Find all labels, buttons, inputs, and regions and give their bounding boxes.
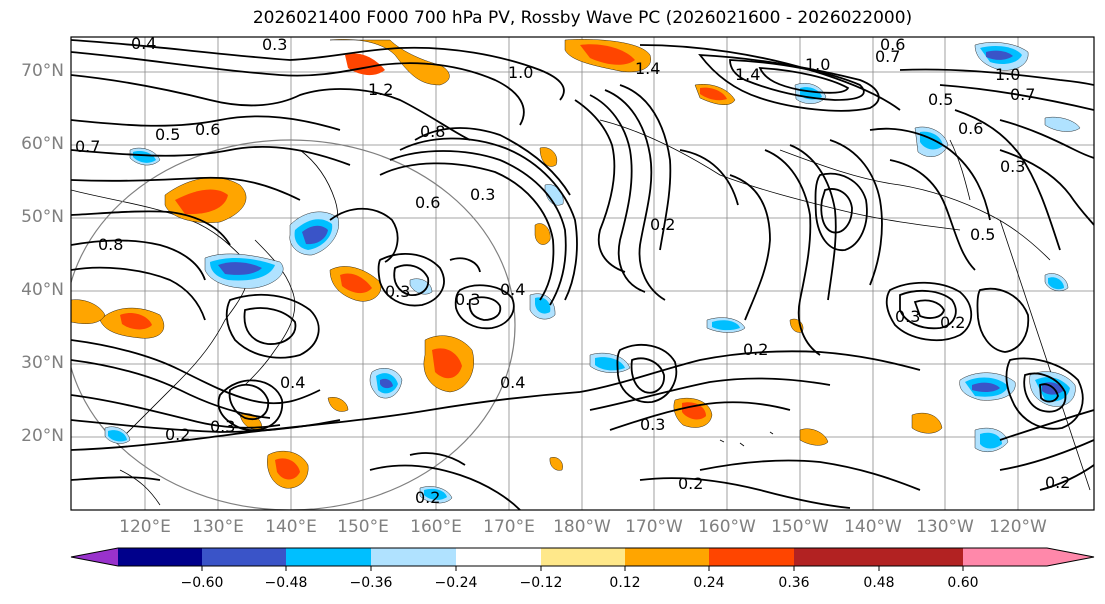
contours: [71, 39, 1094, 510]
lon-label-170w: 170°W: [625, 517, 683, 537]
colorbar-outline: [70, 547, 1095, 567]
colorbar-extend-high: [1047, 548, 1094, 566]
contour-label: 0.2: [678, 474, 703, 493]
colorbar-tick-label: 0.36: [778, 575, 810, 591]
map-title: 2026021400 F000 700 hPa PV, Rossby Wave …: [252, 8, 913, 28]
lon-label-130e: 130°E: [192, 517, 244, 537]
contour-label: 0.5: [970, 225, 995, 244]
colorbar: [70, 547, 1095, 571]
colorbar-tick-label: 0.48: [863, 575, 895, 591]
contour-label: 1.4: [635, 59, 660, 78]
contour-label: 0.2: [743, 340, 768, 359]
lat-label-20n: 20°N: [21, 426, 64, 446]
contour-label: 0.5: [155, 125, 180, 144]
map-content: 0.4 0.3 0.6 0.8 0.7 1.4 1.2 1.0 1.0 1.4 …: [71, 34, 1094, 510]
colorbar-segment: [371, 548, 456, 566]
contour-label: 0.6: [195, 120, 220, 139]
lon-label-140e: 140°E: [265, 517, 317, 537]
contour-label: 0.3: [895, 307, 920, 326]
colorbar-segment: [202, 548, 286, 566]
contour-label: 0.6: [415, 193, 440, 212]
contour-label: 0.2: [650, 215, 675, 234]
colorbar-tick-label: 0.60: [947, 575, 979, 591]
contour-label: 0.3: [640, 415, 665, 434]
contour-label: 0.4: [131, 34, 156, 53]
colorbar-tick-label: −0.60: [180, 575, 224, 591]
shading: [71, 39, 1081, 504]
contour-label: 0.2: [940, 313, 965, 332]
contour-label: 0.3: [385, 282, 410, 301]
lon-label-130w: 130°W: [916, 517, 974, 537]
colorbar-tick-label: −0.12: [519, 575, 563, 591]
lon-label-150e: 150°E: [337, 517, 389, 537]
contour-label: 0.3: [210, 417, 235, 436]
contour-label: 1.4: [735, 65, 760, 84]
colorbar-segment: [794, 548, 879, 566]
lon-label-160e: 160°E: [410, 517, 462, 537]
colorbar-segment: [963, 548, 1047, 566]
contour-label: 0.6: [880, 35, 905, 54]
lat-label-40n: 40°N: [21, 280, 64, 300]
contour-label: 1.0: [805, 55, 830, 74]
colorbar-segment: [625, 548, 709, 566]
colorbar-extend-low: [71, 548, 118, 566]
contour-label: 0.3: [262, 35, 287, 54]
colorbar-tick-label: −0.36: [349, 575, 393, 591]
lat-label-50n: 50°N: [21, 207, 64, 227]
reference-circle: [71, 139, 516, 510]
contour-label: 0.7: [1010, 85, 1035, 104]
lon-label-120e: 120°E: [119, 517, 171, 537]
colorbar-segment: [541, 548, 625, 566]
colorbar-segment: [286, 548, 371, 566]
contour-label: 0.4: [500, 280, 525, 299]
colorbar-tick-label: −0.24: [434, 575, 478, 591]
contour-label: 0.4: [500, 373, 525, 392]
contour-label: 0.4: [280, 373, 305, 392]
lon-label-170e: 170°E: [483, 517, 535, 537]
colorbar-segment: [118, 548, 202, 566]
map-frame: [70, 36, 1095, 511]
contour-label: 0.2: [165, 425, 190, 444]
lon-label-160w: 160°W: [698, 517, 756, 537]
contour-label: 0.2: [415, 488, 440, 507]
contour-label-group: 0.4 0.3 0.6 0.8 0.7 1.4 1.2 1.0 1.0 1.4 …: [75, 34, 1070, 507]
lon-label-120w: 120°W: [989, 517, 1047, 537]
contour-label: 0.7: [75, 137, 100, 156]
colorbar-tick-label: 0.24: [693, 575, 725, 591]
colorbar-segment: [879, 548, 963, 566]
contour-label: 0.5: [928, 90, 953, 109]
contour-label: 0.3: [470, 185, 495, 204]
lat-label-60n: 60°N: [21, 134, 64, 154]
colorbar-tick-label: −0.48: [264, 575, 308, 591]
lon-label-180w: 180°W: [553, 517, 611, 537]
contour-label: 0.8: [420, 122, 445, 141]
contour-label: 0.7: [875, 47, 900, 66]
contour-label: 0.3: [455, 290, 480, 309]
lat-label-70n: 70°N: [21, 61, 64, 81]
lat-label-30n: 30°N: [21, 353, 64, 373]
contour-label: 1.0: [508, 63, 533, 82]
colorbar-segment: [456, 548, 541, 566]
contour-label: 0.3: [1000, 157, 1025, 176]
contour-label: 1.0: [995, 65, 1020, 84]
contour-label: 1.2: [368, 80, 393, 99]
colorbar-segment: [709, 548, 794, 566]
contour-label: 0.6: [958, 119, 983, 138]
contour-label: 0.2: [1045, 473, 1070, 492]
colorbar-tick-label: 0.12: [609, 575, 641, 591]
lon-label-150w: 150°W: [771, 517, 829, 537]
lon-label-140w: 140°W: [844, 517, 902, 537]
contour-label: 0.8: [98, 235, 123, 254]
